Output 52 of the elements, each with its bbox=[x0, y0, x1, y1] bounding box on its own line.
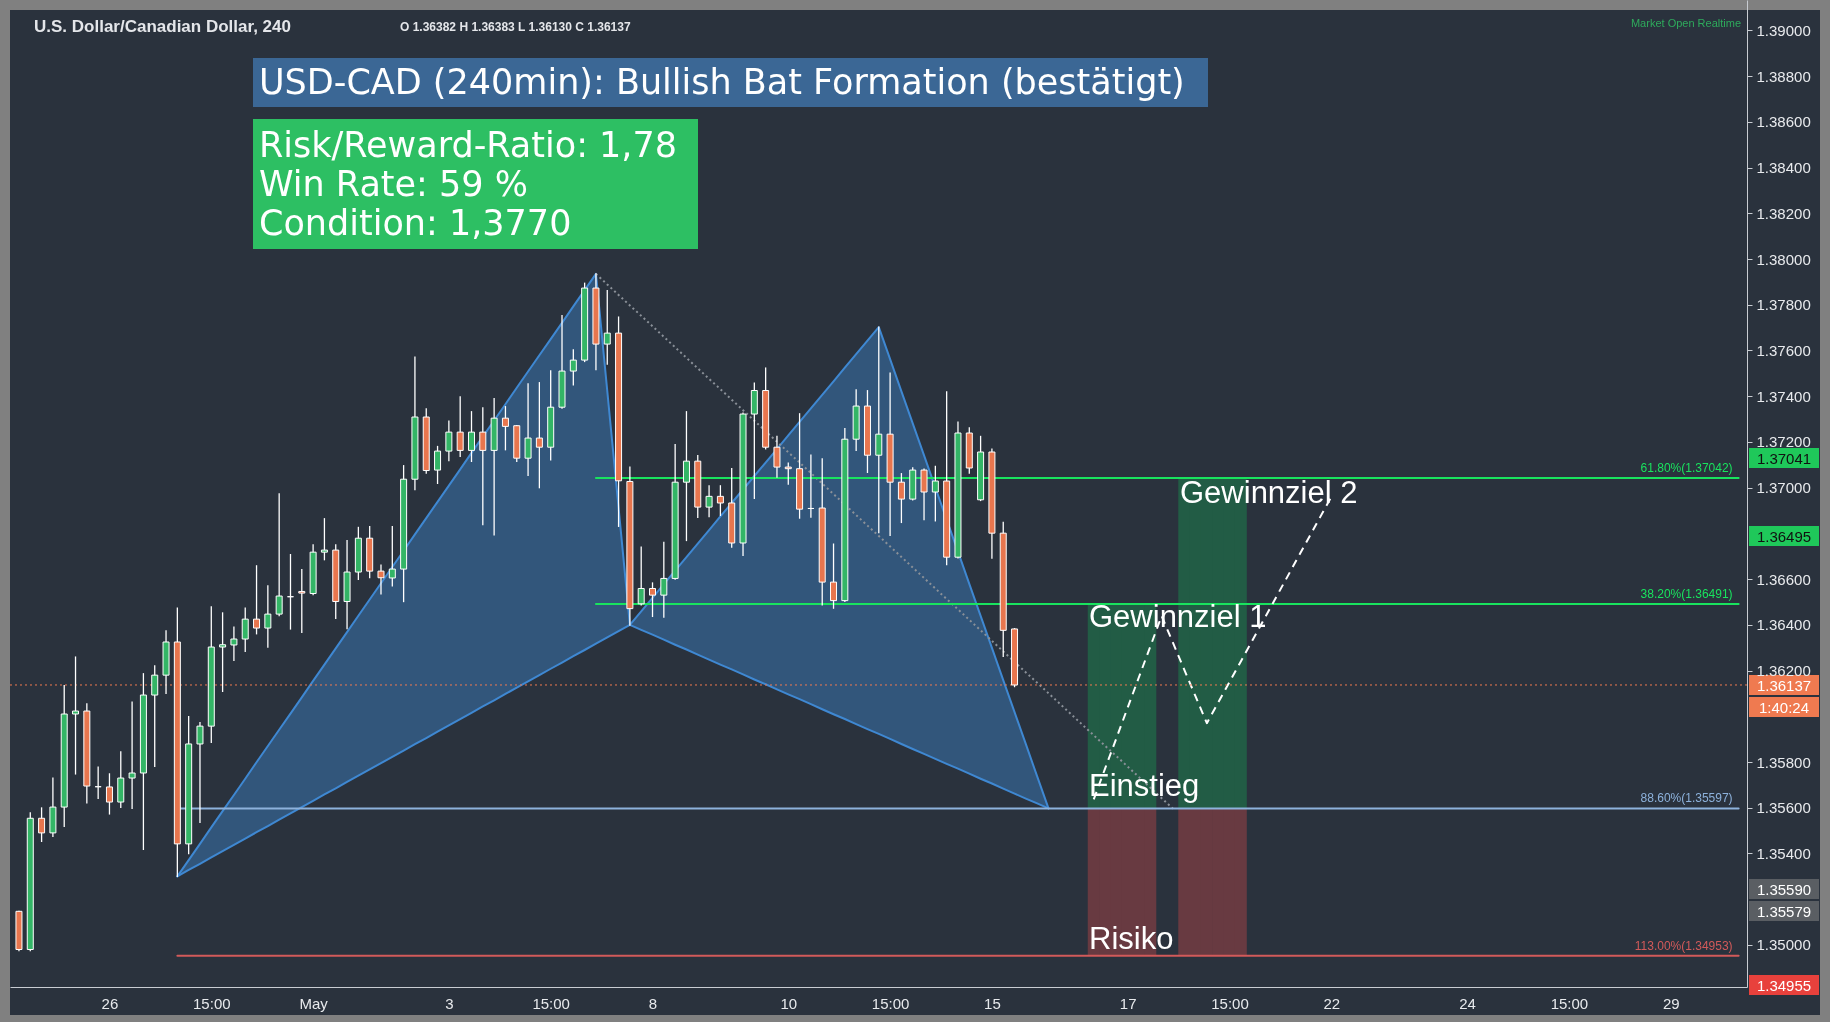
annotation: Market Open Realtime bbox=[1630, 17, 1741, 29]
series-label: 38.20%(1.36491) bbox=[1640, 587, 1733, 602]
text: 1.37041 bbox=[1756, 450, 1812, 467]
x-tick-label: 15 bbox=[984, 994, 1001, 1012]
text: 1.35579 bbox=[1756, 903, 1812, 920]
y-tick-label: 1.38400 bbox=[1756, 159, 1811, 177]
y-tick-label: 1.36600 bbox=[1756, 570, 1811, 588]
y-tick-label: 1.38200 bbox=[1756, 204, 1811, 222]
y-tick-label: 1.37000 bbox=[1756, 479, 1811, 497]
text: U.S. Dollar/Canadian Dollar, 240 bbox=[34, 17, 291, 36]
annotation: Gewinnziel 1 bbox=[1089, 599, 1267, 634]
x-tick-label: 15:00 bbox=[532, 994, 570, 1012]
x-tick-label: 17 bbox=[1119, 994, 1137, 1012]
text: USD-CAD (240min): Bullish Bat Formation (bestätigt) bbox=[259, 62, 1185, 102]
text: 1.35590 bbox=[1756, 881, 1812, 898]
y-tick-label: 1.39000 bbox=[1756, 21, 1811, 39]
y-tick-label: 1.38800 bbox=[1756, 67, 1811, 85]
y-tick-label: 1.37200 bbox=[1756, 433, 1811, 451]
x-tick-label: 3 bbox=[445, 994, 454, 1012]
text: 1:40:24 bbox=[1758, 699, 1810, 716]
x-tick-label: 10 bbox=[780, 994, 798, 1012]
y-tick-label: 1.37600 bbox=[1756, 341, 1811, 359]
x-tick-label: 15:00 bbox=[193, 994, 231, 1012]
y-tick-label: 1.35000 bbox=[1756, 936, 1811, 954]
series-label: 61.80%(1.37042) bbox=[1640, 461, 1733, 476]
annotation: Einstieg bbox=[1089, 768, 1200, 803]
y-tick-label: 1.38000 bbox=[1756, 250, 1811, 268]
text: 1.34955 bbox=[1756, 977, 1812, 994]
annotation: O 1.36382 H 1.36383 L 1.36130 C 1.36137 bbox=[400, 20, 631, 34]
x-tick-label: 15:00 bbox=[1550, 994, 1589, 1012]
y-tick-label: 1.38600 bbox=[1756, 113, 1811, 131]
y-tick-label: 1.35400 bbox=[1756, 844, 1811, 862]
x-tick-label: 24 bbox=[1459, 994, 1476, 1012]
x-tick-label: 15:00 bbox=[1211, 994, 1249, 1012]
x-tick-label: May bbox=[299, 994, 329, 1012]
annotation: Risk/Reward-Ratio: 1,78 bbox=[259, 125, 678, 165]
x-tick-label: 8 bbox=[648, 994, 658, 1012]
y-tick-label: 1.35800 bbox=[1756, 753, 1811, 771]
y-tick-label: 1.37400 bbox=[1756, 387, 1811, 405]
x-tick-label: 26 bbox=[101, 994, 119, 1012]
text: 1.36495 bbox=[1756, 528, 1812, 545]
x-tick-label: 29 bbox=[1662, 994, 1680, 1012]
annotation: Gewinnziel 2 bbox=[1180, 475, 1358, 510]
annotation: Condition: 1,3770 bbox=[259, 203, 572, 243]
y-tick-label: 1.37800 bbox=[1756, 296, 1811, 314]
x-tick-label: 15:00 bbox=[871, 994, 910, 1012]
y-tick-label: 1.35600 bbox=[1756, 799, 1811, 817]
x-tick-label: 22 bbox=[1323, 994, 1341, 1012]
series-label: 88.60%(1.35597) bbox=[1640, 791, 1733, 806]
y-tick-label: 1.36400 bbox=[1756, 616, 1811, 634]
annotation: Win Rate: 59 % bbox=[259, 164, 528, 204]
series-label: 113.00%(1.34953) bbox=[1634, 938, 1733, 953]
